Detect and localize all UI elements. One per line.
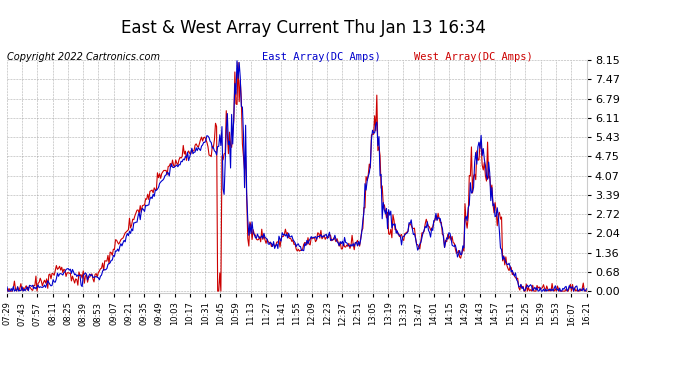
Text: West Array(DC Amps): West Array(DC Amps) <box>414 53 533 63</box>
Text: East Array(DC Amps): East Array(DC Amps) <box>262 53 381 63</box>
Text: Copyright 2022 Cartronics.com: Copyright 2022 Cartronics.com <box>7 53 160 63</box>
Text: East & West Array Current Thu Jan 13 16:34: East & West Array Current Thu Jan 13 16:… <box>121 19 486 37</box>
